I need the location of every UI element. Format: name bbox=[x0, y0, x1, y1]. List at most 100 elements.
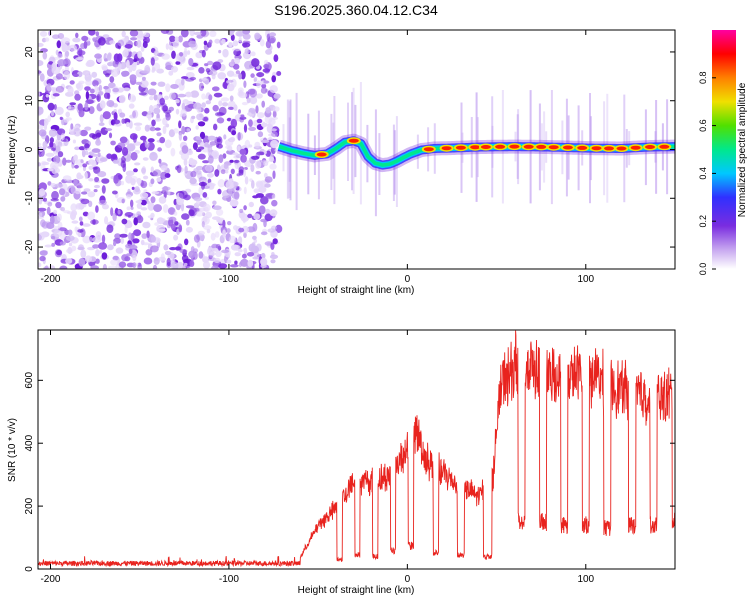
noise-speckle bbox=[85, 91, 90, 100]
noise-speckle bbox=[67, 229, 73, 236]
noise-speckle bbox=[102, 111, 111, 120]
noise-speckle bbox=[44, 244, 53, 248]
noise-speckle bbox=[128, 232, 132, 241]
noise-speckle bbox=[193, 234, 200, 243]
noise-speckle bbox=[256, 72, 265, 78]
noise-speckle bbox=[129, 120, 133, 129]
noise-speckle bbox=[262, 68, 271, 73]
noise-speckle bbox=[141, 233, 148, 239]
noise-speckle bbox=[71, 220, 79, 224]
noise-speckle bbox=[215, 208, 224, 216]
noise-speckle bbox=[112, 212, 117, 222]
noise-speckle bbox=[38, 199, 43, 205]
noise-speckle bbox=[129, 74, 137, 81]
noise-speckle bbox=[212, 61, 222, 70]
noise-speckle bbox=[195, 136, 202, 141]
noise-speckle bbox=[220, 169, 226, 175]
noise-speckle bbox=[133, 122, 143, 126]
noise-speckle bbox=[188, 40, 197, 48]
noise-speckle bbox=[95, 129, 102, 139]
noise-speckle bbox=[276, 71, 282, 76]
noise-speckle bbox=[77, 229, 84, 233]
noise-speckle bbox=[137, 262, 142, 267]
y-tick-label: 600 bbox=[24, 372, 35, 389]
noise-speckle bbox=[269, 163, 277, 170]
noise-speckle bbox=[207, 60, 214, 66]
y-tick-label: 20 bbox=[24, 46, 35, 58]
noise-speckle bbox=[110, 140, 116, 146]
noise-speckle bbox=[253, 213, 261, 220]
noise-speckle bbox=[248, 144, 253, 148]
noise-speckle bbox=[161, 53, 170, 60]
noise-speckle bbox=[243, 123, 248, 133]
noise-speckle bbox=[142, 40, 148, 49]
noise-speckle bbox=[150, 178, 155, 185]
noise-speckle bbox=[263, 64, 270, 69]
noise-speckle bbox=[38, 60, 44, 67]
noise-speckle bbox=[184, 165, 188, 174]
noise-speckle bbox=[140, 207, 148, 211]
noise-speckle bbox=[38, 124, 44, 130]
noise-speckle bbox=[130, 206, 134, 210]
noise-speckle bbox=[73, 178, 78, 186]
noise-speckle bbox=[189, 260, 195, 268]
noise-speckle bbox=[40, 48, 48, 53]
noise-speckle bbox=[209, 251, 216, 256]
noise-speckle bbox=[49, 137, 55, 144]
noise-speckle bbox=[99, 157, 108, 162]
noise-speckle bbox=[238, 109, 241, 114]
noise-speckle bbox=[154, 118, 162, 122]
noise-speckle bbox=[227, 145, 233, 152]
noise-speckle bbox=[88, 30, 96, 36]
noise-speckle bbox=[51, 242, 56, 247]
noise-speckle bbox=[101, 185, 106, 194]
noise-speckle bbox=[251, 58, 260, 68]
noise-speckle bbox=[94, 184, 100, 189]
noise-speckle bbox=[238, 227, 245, 233]
noise-speckle bbox=[222, 153, 227, 159]
noise-speckle bbox=[263, 183, 271, 188]
noise-speckle bbox=[156, 217, 165, 225]
noise-speckle bbox=[195, 200, 201, 205]
noise-speckle bbox=[88, 165, 94, 170]
noise-speckle bbox=[268, 156, 275, 162]
noise-speckle bbox=[67, 246, 73, 255]
noise-speckle bbox=[264, 176, 273, 183]
noise-speckle bbox=[124, 225, 128, 234]
noise-speckle bbox=[230, 34, 235, 41]
noise-speckle bbox=[150, 81, 157, 86]
noise-speckle bbox=[57, 53, 63, 59]
noise-speckle bbox=[47, 168, 54, 172]
noise-speckle bbox=[237, 132, 241, 141]
burst-core bbox=[630, 145, 641, 150]
noise-speckle bbox=[247, 213, 253, 219]
noise-speckle bbox=[132, 110, 137, 118]
noise-speckle bbox=[230, 118, 238, 128]
colorbar-label: Normalized spectral amplitude bbox=[737, 82, 748, 217]
noise-speckle bbox=[76, 50, 86, 56]
noise-speckle bbox=[216, 138, 221, 143]
noise-speckle bbox=[106, 100, 115, 107]
noise-speckle bbox=[205, 100, 211, 105]
noise-speckle bbox=[50, 110, 55, 117]
noise-speckle bbox=[244, 139, 251, 149]
noise-speckle bbox=[242, 42, 251, 48]
noise-speckle bbox=[80, 159, 84, 164]
noise-speckle bbox=[92, 236, 102, 243]
noise-speckle bbox=[252, 195, 259, 199]
noise-speckle bbox=[108, 220, 115, 225]
noise-speckle bbox=[270, 242, 275, 250]
noise-speckle bbox=[243, 168, 247, 178]
noise-speckle bbox=[42, 51, 48, 60]
noise-speckle bbox=[133, 217, 138, 226]
noise-speckle bbox=[149, 126, 156, 132]
noise-speckle bbox=[84, 102, 89, 111]
snr-panel: -200 -100 0 100 0 200 400 600 Height of straigh… bbox=[7, 329, 676, 596]
noise-speckle bbox=[218, 154, 224, 164]
noise-speckle bbox=[258, 205, 266, 215]
noise-speckle bbox=[201, 77, 208, 81]
noise-speckle bbox=[92, 166, 98, 170]
noise-speckle bbox=[260, 160, 270, 164]
noise-speckle bbox=[94, 85, 99, 93]
noise-speckle bbox=[136, 202, 143, 209]
